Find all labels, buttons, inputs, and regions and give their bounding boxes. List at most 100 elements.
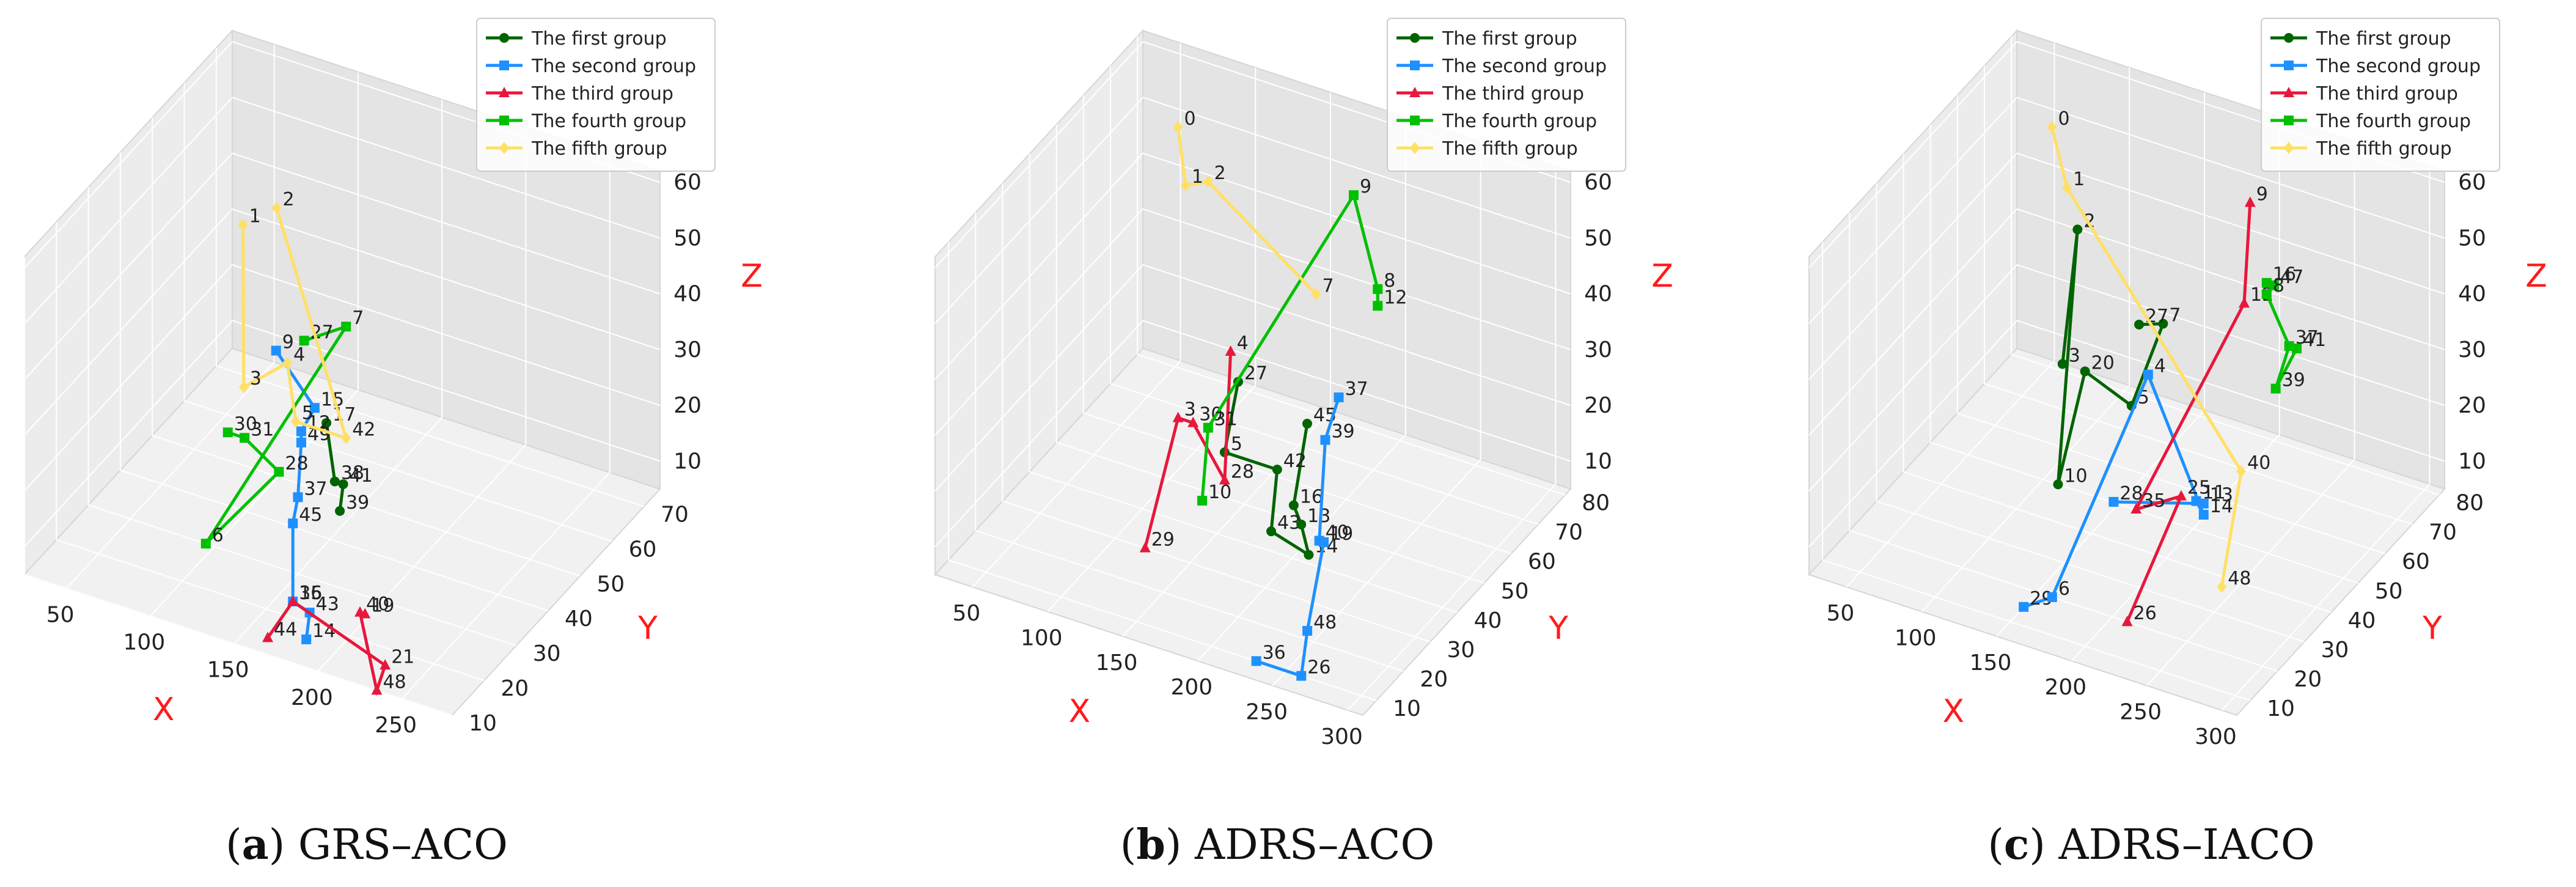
data-point xyxy=(1203,175,1213,188)
data-point-label: 7 xyxy=(2169,305,2181,326)
data-point xyxy=(359,608,371,619)
data-point xyxy=(271,202,282,215)
grid-line-z xyxy=(1808,97,2445,325)
data-point-label: 28 xyxy=(1231,462,1254,483)
data-point xyxy=(1266,526,1277,537)
grid-line-y xyxy=(119,152,549,612)
x-tick-label: 50 xyxy=(1826,601,1854,626)
data-point xyxy=(2047,592,2057,602)
grid-line-z xyxy=(1808,264,2445,491)
data-point xyxy=(1251,656,1261,666)
grid-line-y xyxy=(1137,36,1566,496)
data-point-label: 5 xyxy=(1231,433,1242,455)
data-point-label: 4 xyxy=(2154,356,2166,377)
data-point xyxy=(2019,602,2029,612)
data-point xyxy=(296,437,306,447)
z-tick-label: 60 xyxy=(2458,170,2486,195)
grid-line-y xyxy=(1984,65,2413,525)
grid-line-y xyxy=(1849,212,2278,672)
y-tick-label: 80 xyxy=(2456,491,2484,516)
z-tick-label: 20 xyxy=(673,393,702,418)
data-point xyxy=(2261,289,2272,299)
data-point xyxy=(1320,435,1330,445)
panel-caption: (c) ADRS–IACO xyxy=(1987,820,2314,869)
z-tick-label: 30 xyxy=(1584,337,1612,363)
z-axis-label: Z xyxy=(1651,258,1673,295)
legend-entry-label: The second group xyxy=(1442,56,1607,77)
grid-line-x xyxy=(233,99,443,644)
data-point xyxy=(1311,288,1321,301)
data-point xyxy=(1172,411,1184,422)
legend-entry-label: The third group xyxy=(531,83,673,105)
data-point xyxy=(2291,344,2302,354)
legend-entry-label: The second group xyxy=(2316,56,2481,77)
data-point-label: 19 xyxy=(371,595,394,617)
chart-panel-b: 5010015020025030010203040506070801020304… xyxy=(934,18,1673,869)
grid-line-x xyxy=(2071,117,2280,661)
data-point xyxy=(2239,297,2250,308)
data-point-label: 5 xyxy=(302,403,314,424)
data-point-label: 26 xyxy=(1307,657,1330,679)
data-point xyxy=(2143,369,2153,380)
x-axis-label: X xyxy=(1069,693,1091,730)
data-point xyxy=(2072,224,2083,235)
data-point xyxy=(341,322,351,332)
data-point xyxy=(1180,179,1191,192)
legend-marker xyxy=(499,33,509,43)
x-axis-label: X xyxy=(153,691,175,728)
legend-entry-label: The fifth group xyxy=(531,138,667,160)
data-point-label: 10 xyxy=(1208,482,1231,503)
z-tick-label: 10 xyxy=(2458,449,2486,474)
z-axis-label: Z xyxy=(2525,258,2547,295)
legend-entry-label: The second group xyxy=(531,56,696,77)
data-point xyxy=(1334,392,1344,403)
data-point-label: 40 xyxy=(1326,522,1349,543)
data-point xyxy=(299,336,309,346)
caption-letter: c xyxy=(2004,820,2029,869)
data-point xyxy=(296,426,306,436)
y-tick-label: 40 xyxy=(2348,608,2376,633)
legend-marker xyxy=(499,87,510,97)
data-point xyxy=(329,476,340,487)
data-point xyxy=(2269,280,2280,290)
grid-line-y xyxy=(1929,124,2359,584)
data-point-label: 31 xyxy=(251,419,274,440)
legend-entry-label: The fourth group xyxy=(531,111,686,132)
series-5: 0 1 2 7 xyxy=(1173,108,1334,301)
grid-line-z xyxy=(1808,152,2445,380)
grid-line-z xyxy=(934,97,1571,325)
x-tick-label: 300 xyxy=(1321,724,1363,749)
data-point-label: 7 xyxy=(352,307,364,329)
data-point xyxy=(287,595,299,606)
grid-line-y xyxy=(1110,65,1539,525)
data-point xyxy=(1219,474,1230,485)
data-point-label: 2 xyxy=(1214,163,1226,184)
data-point xyxy=(2158,318,2168,329)
data-point-label: 26 xyxy=(2134,603,2157,624)
data-point-label: 19 xyxy=(1330,523,1353,545)
data-point-label: 48 xyxy=(2228,568,2251,589)
data-point xyxy=(2130,503,2142,514)
grid-line-y xyxy=(215,48,645,507)
caption-letter: a xyxy=(242,820,269,869)
data-point xyxy=(1296,519,1307,529)
data-point xyxy=(2198,498,2209,509)
legend-marker xyxy=(1410,116,1420,125)
legend-entry-label: The first group xyxy=(1442,28,1577,50)
caption-text: ADRS–IACO xyxy=(2046,821,2315,869)
data-point-label: 43 xyxy=(316,594,339,615)
data-point-label: 40 xyxy=(366,594,389,615)
data-point-label: 35 xyxy=(2142,490,2165,512)
z-tick-label: 30 xyxy=(2458,337,2486,363)
data-point-label: 42 xyxy=(1283,451,1307,472)
data-point xyxy=(2175,490,2187,501)
legend-entry-label: The fourth group xyxy=(1442,111,1597,132)
data-point-label: 44 xyxy=(274,619,297,640)
data-point-label: 6 xyxy=(2058,578,2070,600)
y-tick-label: 80 xyxy=(1582,491,1610,516)
z-tick-label: 50 xyxy=(1584,226,1612,251)
series-line xyxy=(2050,127,2243,587)
grid-line-y xyxy=(1002,183,1431,642)
